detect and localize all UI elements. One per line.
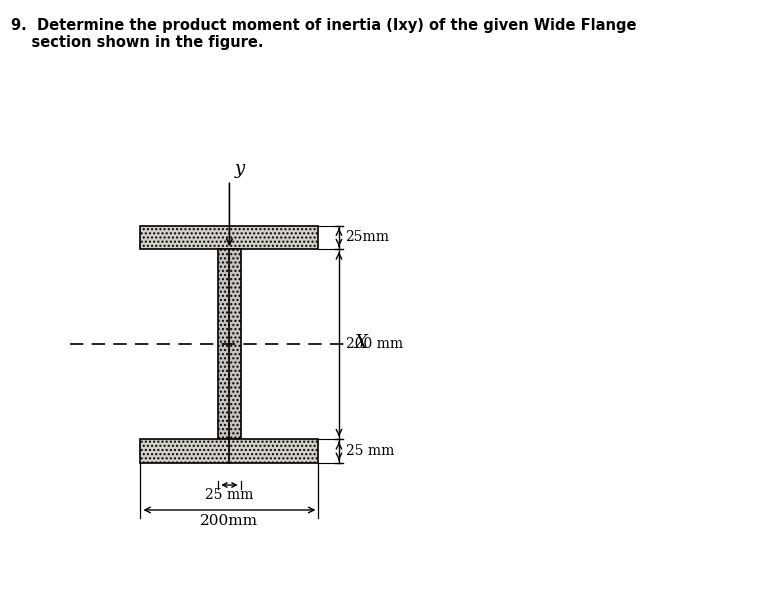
Text: 25 mm: 25 mm xyxy=(205,488,254,502)
Text: section shown in the figure.: section shown in the figure. xyxy=(11,35,263,50)
Text: 25 mm: 25 mm xyxy=(345,444,394,458)
Bar xyxy=(141,439,319,463)
Text: 200mm: 200mm xyxy=(201,514,258,528)
Bar xyxy=(141,225,319,249)
Text: 25mm: 25mm xyxy=(345,230,390,244)
Text: X: X xyxy=(354,334,367,352)
Text: 9.  Determine the product moment of inertia (Ixy) of the given Wide Flange: 9. Determine the product moment of inert… xyxy=(11,18,637,33)
Bar xyxy=(218,249,241,439)
Text: 200 mm: 200 mm xyxy=(345,337,403,351)
Text: y: y xyxy=(235,161,245,178)
